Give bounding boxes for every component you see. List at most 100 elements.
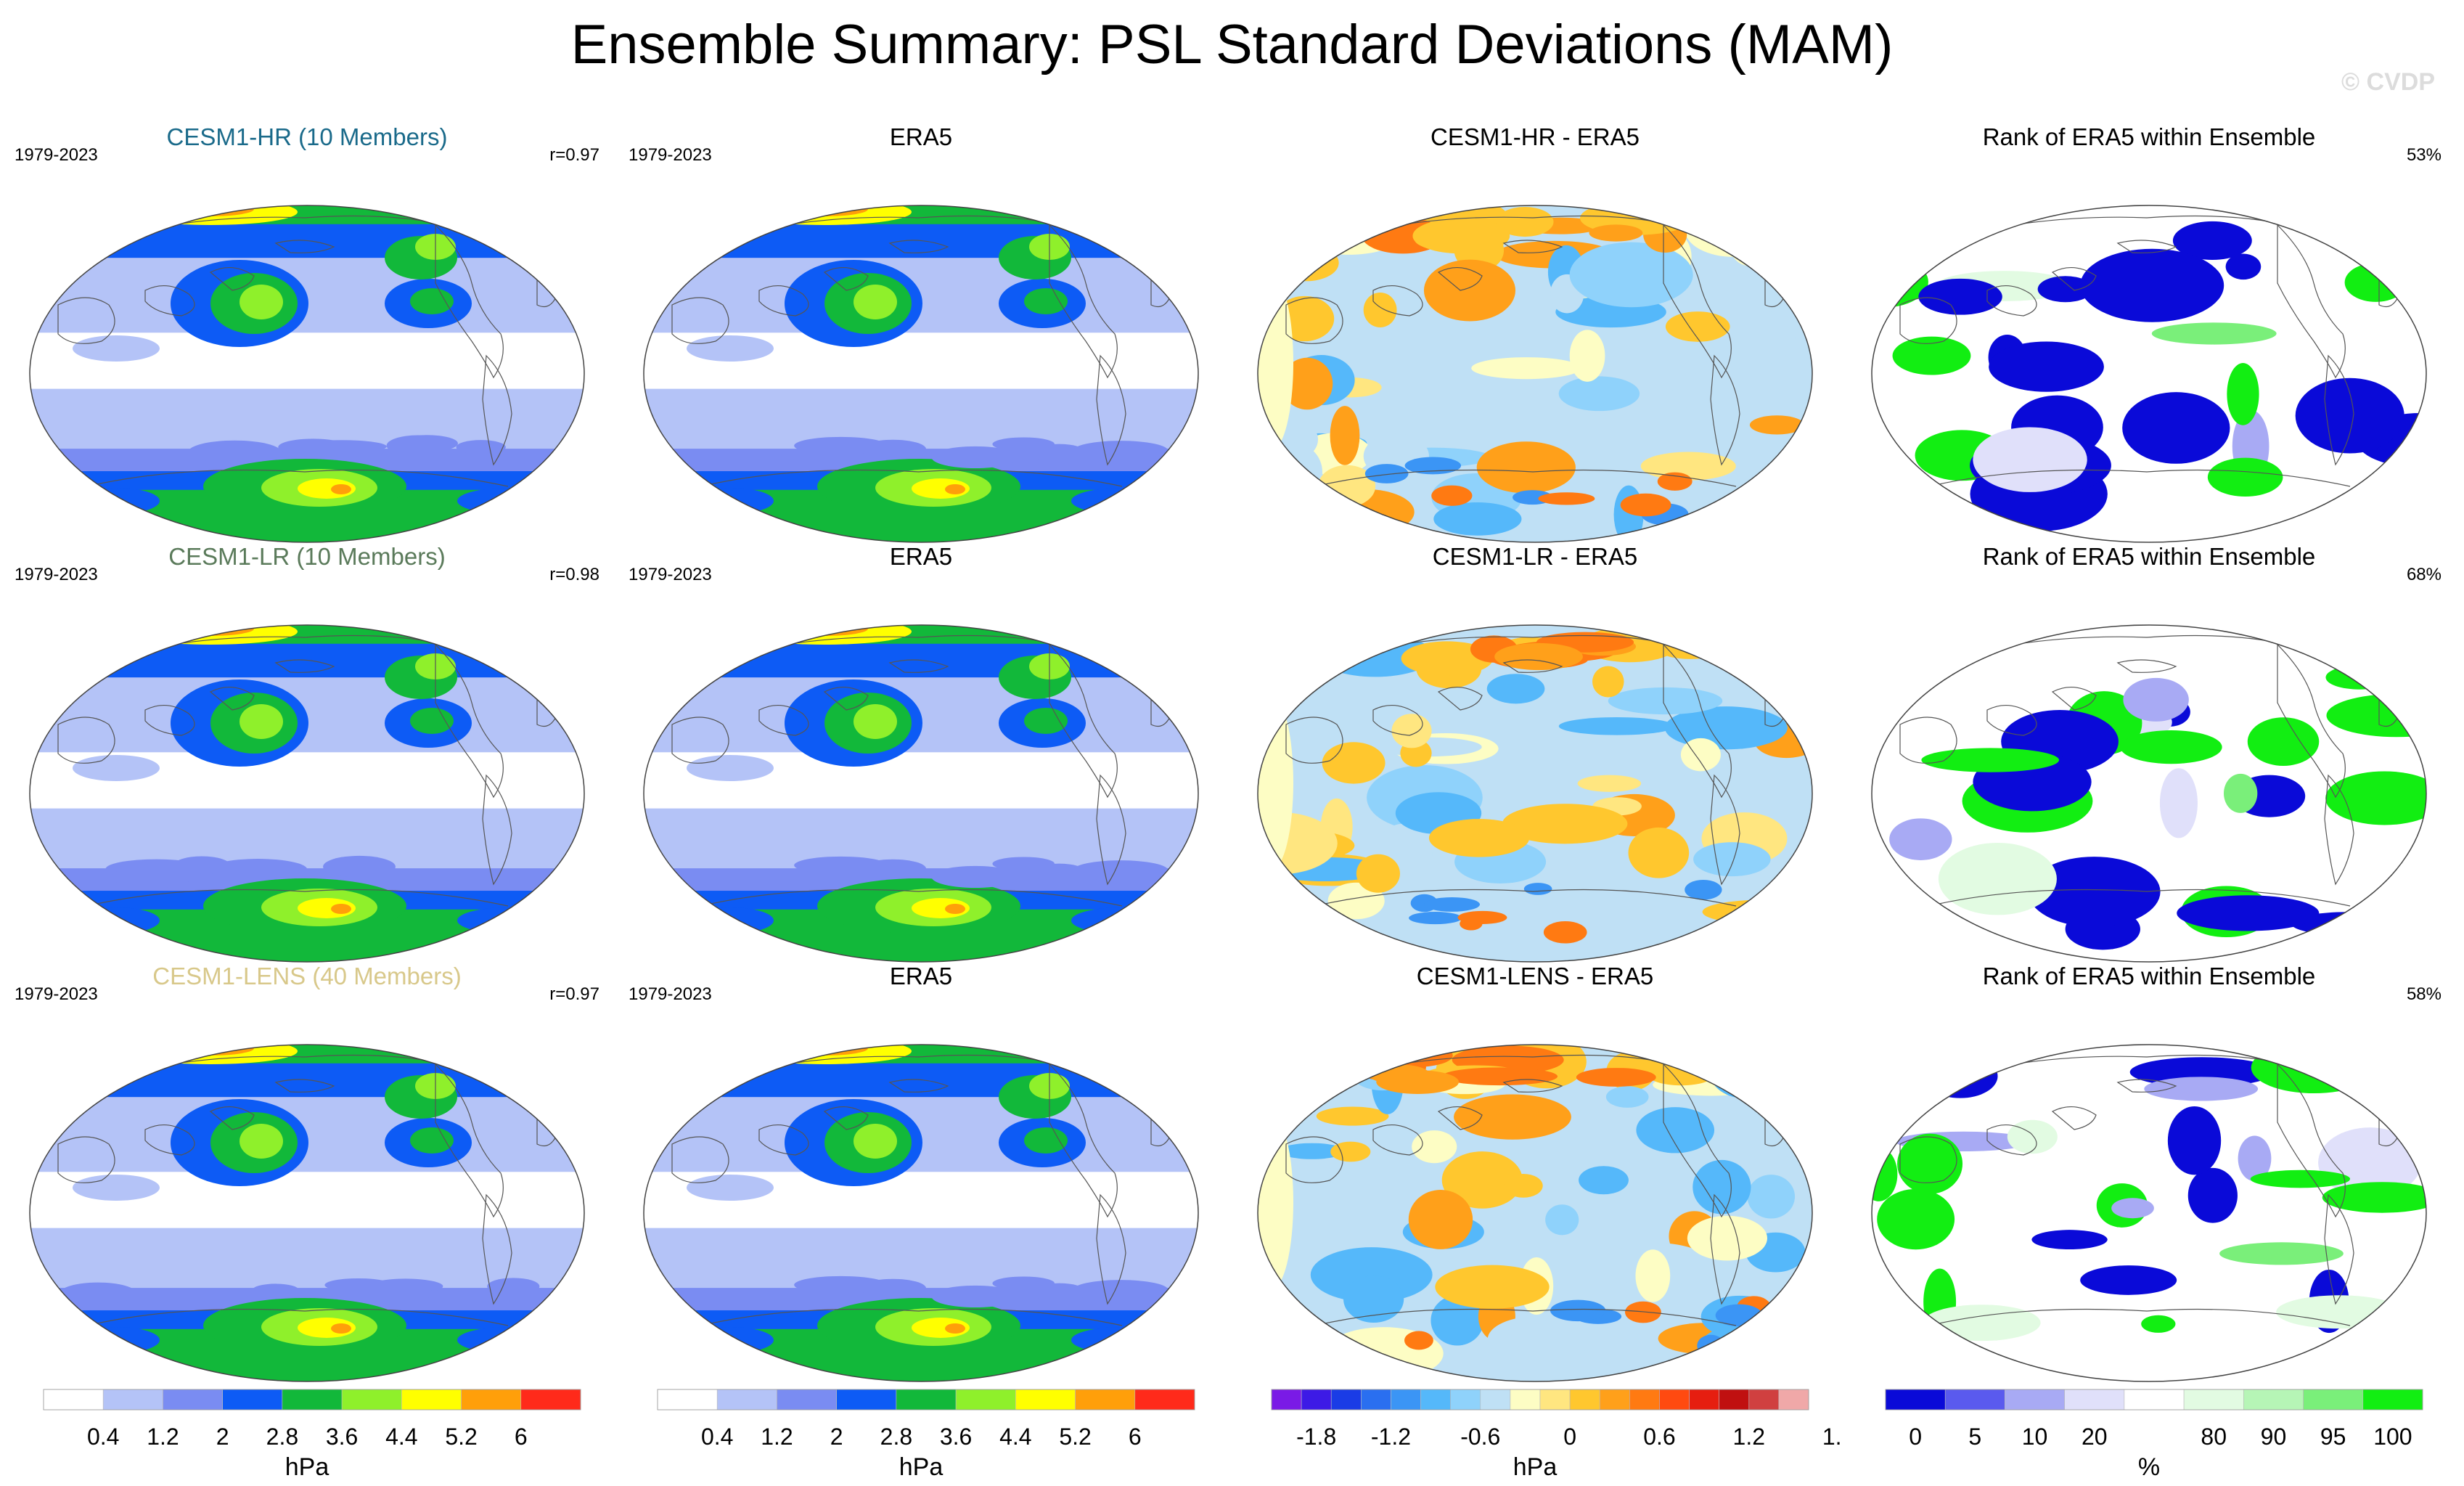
colorbar-tick-label: 95 (2320, 1424, 2346, 1450)
colorbar-swatch (2064, 1389, 2125, 1411)
colorbar-tick-label: 2.8 (266, 1424, 298, 1450)
cvdp-watermark: © CVDP (2341, 68, 2435, 96)
colorbar-swatch (1689, 1389, 1719, 1411)
colorbar-tick-label: 3.6 (940, 1424, 972, 1450)
std-map (29, 205, 585, 543)
band-contour (1072, 860, 1168, 881)
map-outline (643, 1044, 1199, 1382)
southern-ocean-band (1071, 1327, 1173, 1353)
colorbar-swatch (1885, 1389, 1946, 1411)
colorbar-model-std: 0.4 1.2 2 2.8 3.6 4.4 5.2 6 hPa (0, 1372, 614, 1481)
diff-anomaly (1693, 842, 1771, 877)
diff-anomaly (1635, 1249, 1671, 1302)
band-contour (1072, 1280, 1168, 1301)
colorbar-tick-label: 100 (2373, 1424, 2412, 1450)
rank-percent: 53% (2406, 145, 2442, 165)
band-contour (252, 1283, 299, 1297)
diff-southern-anomaly (1625, 1301, 1661, 1323)
diff-anomaly (1423, 259, 1516, 322)
diff-anomaly (1391, 714, 1432, 748)
colorbar-units: % (2137, 1453, 2161, 1481)
colorbar-swatch (341, 1389, 402, 1411)
colorbar-graphic: 0.4 1.2 2 2.8 3.6 4.4 5.2 6 (43, 1389, 581, 1450)
southern-ocean-band (457, 1327, 559, 1353)
diff-anomaly (1430, 1295, 1484, 1346)
diff-anomaly (1636, 1107, 1715, 1154)
page-title: Ensemble Summary: PSL Standard Deviation… (570, 14, 1894, 75)
diff-anomaly (1734, 645, 1786, 685)
band-contour (931, 1285, 1020, 1308)
band-contour (208, 859, 308, 881)
colorbar-tick-label: 3.6 (326, 1424, 358, 1450)
diff-anomaly (1728, 646, 1812, 701)
colorbar-tick-label: 90 (2261, 1424, 2287, 1450)
diff-anomaly (1502, 804, 1628, 844)
period-label: 1979-2023 (15, 565, 98, 584)
diff-southern-anomaly (1364, 464, 1409, 483)
pattern-correlation: r=0.98 (549, 565, 599, 584)
colorbar-tick-label: 0.4 (87, 1424, 119, 1450)
band-contour (60, 1282, 136, 1305)
rank-region (2187, 1167, 2238, 1223)
rank-region (1892, 336, 1971, 375)
diff-anomaly (1680, 738, 1721, 772)
diff-anomaly (1345, 629, 1385, 653)
southern-ocean-band (1071, 488, 1173, 514)
southern-ocean-band (687, 1327, 774, 1353)
storm-track-north (30, 205, 584, 224)
diff-anomaly (1687, 1215, 1768, 1261)
map-outline (1257, 1044, 1813, 1382)
colorbar-tick-label: -0.6 (1460, 1424, 1500, 1450)
diff-anomaly (1665, 311, 1730, 342)
diff-anomaly (1577, 775, 1642, 792)
band-contour (363, 1282, 433, 1304)
arctic-high-variance (123, 1045, 298, 1064)
map-outline (1257, 624, 1813, 963)
rank-region (2111, 1198, 2154, 1219)
diff-anomaly (1579, 1166, 1629, 1195)
diff-southern-anomaly (1748, 1317, 1773, 1334)
colorbar-swatch (1944, 1389, 2005, 1411)
tropics-low-variance (152, 759, 399, 806)
colorbar-swatch (1361, 1389, 1391, 1411)
rank-region (2369, 471, 2423, 499)
southern-ocean-band (687, 907, 774, 934)
diff-map (1257, 624, 1813, 963)
diff-anomaly (1274, 244, 1339, 282)
map-outline (643, 624, 1199, 963)
rank-region (2219, 1242, 2344, 1265)
rank-map (1871, 205, 2427, 543)
map-outline (1871, 1044, 2427, 1382)
band-contour (687, 755, 774, 781)
colorbar-tick-label: 5.2 (445, 1424, 477, 1450)
arctic-high-variance (781, 625, 868, 636)
colorbar-frame (1271, 1389, 1809, 1411)
panel-title: CESM1-HR (10 Members) (166, 123, 448, 150)
rank-region (2172, 221, 2252, 260)
period-label: 1979-2023 (15, 984, 98, 1004)
rank-region (1889, 818, 1952, 860)
colorbar-swatch (1539, 1389, 1571, 1411)
diff-southern-anomaly (1543, 920, 1587, 944)
rank-region (1921, 748, 2060, 772)
colorbar-tick-label: 0 (1909, 1424, 1922, 1450)
map-outline (29, 205, 585, 543)
colorbar-swatch (1450, 1389, 1481, 1411)
arctic-high-variance (123, 205, 298, 225)
panel-title: CESM1-HR - ERA5 (1430, 123, 1640, 150)
diff-anomaly (1487, 1315, 1592, 1363)
colorbar-swatch (1015, 1389, 1076, 1411)
colorbar-swatch (1659, 1389, 1690, 1411)
diff-anomaly (1412, 1130, 1457, 1164)
colorbar-tick-label: -1.8 (1296, 1424, 1336, 1450)
period-label: 1979-2023 (629, 145, 712, 165)
band-contour (456, 440, 506, 454)
colorbar-swatch (1391, 1389, 1421, 1411)
arctic-high-variance (737, 625, 912, 645)
colorbar-graphic: 0 5 10 20 80 90 95 100 (1885, 1389, 2423, 1450)
panel-title: Rank of ERA5 within Ensemble (1982, 963, 2316, 989)
colorbar-swatch (222, 1389, 283, 1411)
diff-anomaly (1710, 1047, 1784, 1099)
panel-rank-row2: Rank of ERA5 within Ensemble 68% (1842, 543, 2456, 964)
pacific-low-blob (240, 1124, 283, 1159)
